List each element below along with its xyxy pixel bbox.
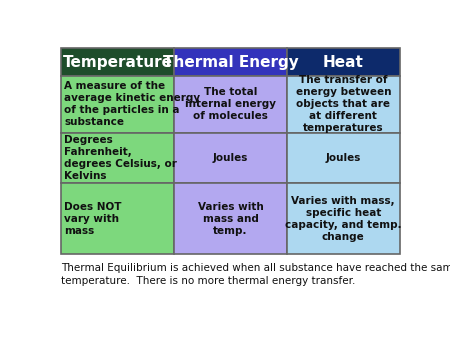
Text: A measure of the
average kinetic energy
of the particles in a
substance: A measure of the average kinetic energy … bbox=[64, 81, 200, 127]
Text: The transfer of
energy between
objects that are
at different
temperatures: The transfer of energy between objects t… bbox=[296, 75, 391, 134]
Text: The total
internal energy
of molecules: The total internal energy of molecules bbox=[185, 88, 276, 121]
Bar bbox=[287, 48, 400, 76]
Bar bbox=[62, 183, 174, 254]
Text: Varies with
mass and
temp.: Varies with mass and temp. bbox=[198, 201, 263, 236]
Bar bbox=[287, 183, 400, 254]
Text: Temperature: Temperature bbox=[63, 55, 173, 70]
Text: Thermal Equilibrium is achieved when all substance have reached the same
tempera: Thermal Equilibrium is achieved when all… bbox=[62, 263, 450, 286]
Text: Thermal Energy: Thermal Energy bbox=[162, 55, 298, 70]
Text: Heat: Heat bbox=[323, 55, 364, 70]
Bar bbox=[62, 133, 174, 183]
Bar bbox=[62, 48, 174, 76]
Text: Joules: Joules bbox=[326, 153, 361, 163]
Bar bbox=[174, 48, 287, 76]
Bar bbox=[174, 133, 287, 183]
Bar bbox=[287, 133, 400, 183]
Text: Degrees
Fahrenheit,
degrees Celsius, or
Kelvins: Degrees Fahrenheit, degrees Celsius, or … bbox=[64, 135, 177, 181]
Bar bbox=[62, 76, 174, 133]
Text: Joules: Joules bbox=[213, 153, 248, 163]
Bar bbox=[174, 76, 287, 133]
Bar bbox=[174, 183, 287, 254]
Text: Varies with mass,
specific heat
capacity, and temp.
change: Varies with mass, specific heat capacity… bbox=[285, 195, 401, 242]
Text: Does NOT
vary with
mass: Does NOT vary with mass bbox=[64, 201, 122, 236]
Bar bbox=[287, 76, 400, 133]
